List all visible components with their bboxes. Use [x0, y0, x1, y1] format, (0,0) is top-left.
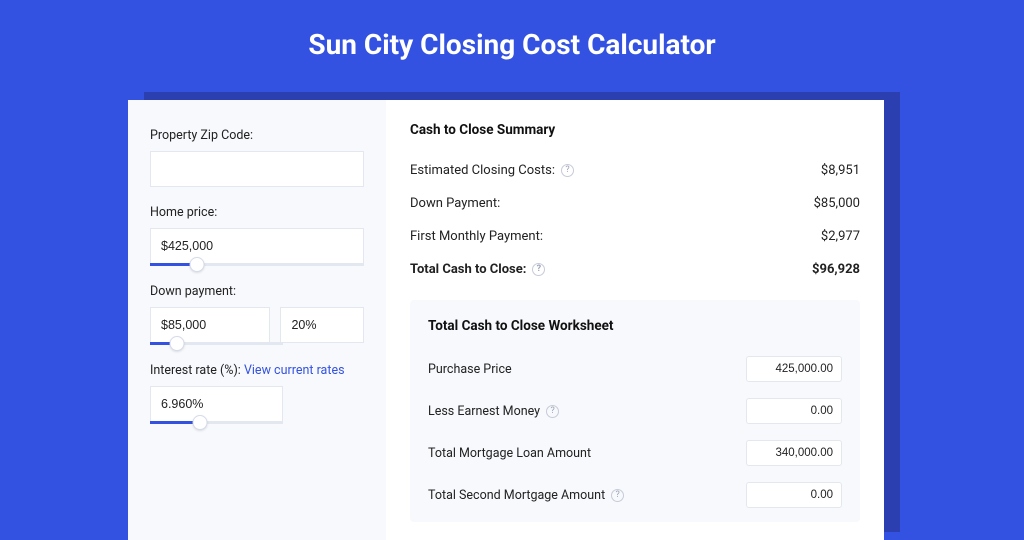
page-title: Sun City Closing Cost Calculator: [0, 0, 1024, 85]
home-price-slider[interactable]: [150, 263, 364, 266]
summary-label-first-payment: First Monthly Payment:: [410, 229, 543, 244]
down-payment-slider-thumb[interactable]: [169, 336, 184, 351]
ws-input-earnest-money[interactable]: [746, 398, 842, 424]
interest-label: Interest rate (%): View current rates: [150, 363, 364, 378]
worksheet-title: Total Cash to Close Worksheet: [428, 318, 842, 334]
down-payment-label: Down payment:: [150, 284, 364, 299]
interest-field-group: Interest rate (%): View current rates: [150, 363, 364, 424]
summary-row-closing-costs: Estimated Closing Costs: ? $8,951: [410, 154, 860, 187]
summary-value-total: $96,928: [812, 262, 860, 277]
down-payment-slider[interactable]: [150, 342, 283, 345]
input-sidebar: Property Zip Code: Home price: Down paym…: [128, 100, 386, 540]
home-price-input[interactable]: [150, 228, 364, 264]
summary-row-total: Total Cash to Close: ? $96,928: [410, 253, 860, 286]
calculator-card: Property Zip Code: Home price: Down paym…: [128, 100, 884, 540]
view-rates-link[interactable]: View current rates: [244, 363, 345, 378]
worksheet-panel: Total Cash to Close Worksheet Purchase P…: [410, 300, 860, 522]
ws-row-second-mortgage: Total Second Mortgage Amount ?: [428, 474, 842, 516]
zip-input[interactable]: [150, 151, 364, 187]
down-payment-percent-input[interactable]: [280, 307, 364, 343]
zip-field-group: Property Zip Code:: [150, 128, 364, 187]
summary-label-down-payment: Down Payment:: [410, 196, 500, 211]
home-price-label: Home price:: [150, 205, 364, 220]
help-icon[interactable]: ?: [611, 489, 624, 502]
down-payment-amount-input[interactable]: [150, 307, 270, 343]
ws-row-loan-amount: Total Mortgage Loan Amount: [428, 432, 842, 474]
ws-input-purchase-price[interactable]: [746, 356, 842, 382]
interest-label-text: Interest rate (%):: [150, 363, 244, 378]
zip-label: Property Zip Code:: [150, 128, 364, 143]
summary-label-total: Total Cash to Close:: [410, 262, 526, 277]
home-price-field-group: Home price:: [150, 205, 364, 266]
ws-label-earnest-money: Less Earnest Money: [428, 404, 540, 419]
ws-row-purchase-price: Purchase Price: [428, 348, 842, 390]
summary-row-first-payment: First Monthly Payment: $2,977: [410, 220, 860, 253]
interest-slider-thumb[interactable]: [193, 415, 208, 430]
help-icon[interactable]: ?: [532, 263, 545, 276]
ws-input-loan-amount[interactable]: [746, 440, 842, 466]
summary-title: Cash to Close Summary: [410, 122, 860, 138]
interest-slider[interactable]: [150, 421, 283, 424]
summary-value-first-payment: $2,977: [821, 229, 860, 244]
help-icon[interactable]: ?: [546, 405, 559, 418]
summary-label-closing-costs: Estimated Closing Costs:: [410, 163, 555, 178]
down-payment-field-group: Down payment:: [150, 284, 364, 345]
ws-label-loan-amount: Total Mortgage Loan Amount: [428, 446, 591, 461]
interest-input[interactable]: [150, 386, 283, 422]
summary-value-down-payment: $85,000: [814, 196, 860, 211]
home-price-slider-thumb[interactable]: [190, 257, 205, 272]
summary-value-closing-costs: $8,951: [821, 163, 860, 178]
summary-row-down-payment: Down Payment: $85,000: [410, 187, 860, 220]
ws-input-second-mortgage[interactable]: [746, 482, 842, 508]
ws-label-second-mortgage: Total Second Mortgage Amount: [428, 488, 605, 503]
results-panel: Cash to Close Summary Estimated Closing …: [386, 100, 884, 540]
ws-label-purchase-price: Purchase Price: [428, 362, 512, 377]
help-icon[interactable]: ?: [561, 164, 574, 177]
ws-row-earnest-money: Less Earnest Money ?: [428, 390, 842, 432]
